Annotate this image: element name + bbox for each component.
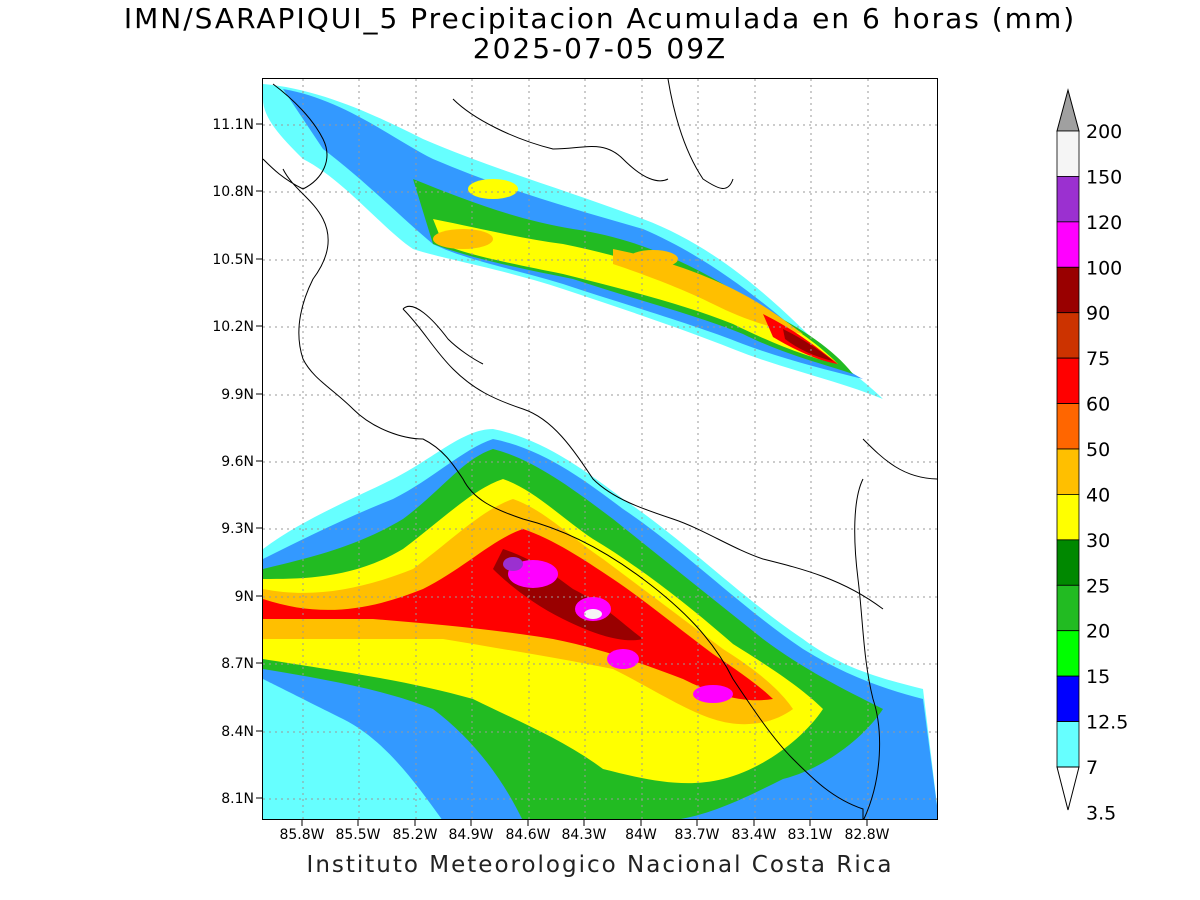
lon-tick-label: 85.2W <box>392 827 437 843</box>
colorbar-bottom-arrow <box>1056 766 1080 811</box>
lat-tick-label: 9.9N <box>221 387 254 403</box>
colorbar-box <box>1056 675 1080 722</box>
precipitation-map <box>263 79 937 819</box>
colorbar-box <box>1056 630 1080 677</box>
lat-tick-label: 9N <box>235 589 254 605</box>
lat-tick-label: 10.5N <box>212 252 254 268</box>
lat-tick-label: 8.1N <box>221 791 254 807</box>
colorbar-box <box>1056 539 1080 586</box>
colorbar-level-label: 120 <box>1086 212 1122 234</box>
colorbar-box <box>1056 448 1080 495</box>
colorbar-box <box>1056 494 1080 541</box>
lat-tick-label: 10.8N <box>212 184 254 200</box>
lon-tick-label: 84.9W <box>448 827 493 843</box>
colorbar-top-arrow <box>1056 88 1080 132</box>
colorbar-level-label: 75 <box>1086 348 1110 370</box>
lon-tick-label: 84.6W <box>505 827 550 843</box>
precip-field-north-band <box>263 84 883 399</box>
lon-tick-label: 84W <box>625 827 657 843</box>
colorbar-level-label: 50 <box>1086 439 1110 461</box>
lon-tick-label: 85.5W <box>335 827 380 843</box>
lon-tick-label: 83.1W <box>787 827 832 843</box>
colorbar-level-label: 25 <box>1086 575 1110 597</box>
colorbar-level-label: 12.5 <box>1086 712 1128 734</box>
lat-tick-label: 8.7N <box>221 656 254 672</box>
colorbar-box <box>1056 312 1080 359</box>
colorbar-box <box>1056 221 1080 268</box>
lat-tick-label: 9.6N <box>221 454 254 470</box>
lon-tick-label: 85.8W <box>279 827 324 843</box>
lon-tick-label: 83.7W <box>674 827 719 843</box>
colorbar-box <box>1056 130 1080 177</box>
precip-field-south-band <box>263 429 937 819</box>
lat-tick-label: 8.4N <box>221 724 254 740</box>
colorbar-box <box>1056 721 1080 768</box>
colorbar-box <box>1056 357 1080 404</box>
lon-tick-label: 82.8W <box>844 827 889 843</box>
colorbar-level-label: 20 <box>1086 621 1110 643</box>
colorbar-box <box>1056 176 1080 223</box>
colorbar-level-label: 7 <box>1086 757 1098 779</box>
lon-tick-label: 83.4W <box>731 827 776 843</box>
lon-tick-label: 84.3W <box>561 827 606 843</box>
colorbar-level-label: 150 <box>1086 166 1122 188</box>
lat-tick-label: 11.1N <box>212 117 254 133</box>
lat-tick-label: 9.3N <box>221 521 254 537</box>
map-panel <box>262 78 938 820</box>
colorbar-level-label: 100 <box>1086 257 1122 279</box>
lat-tick-label: 10.2N <box>212 319 254 335</box>
colorbar-box <box>1056 266 1080 314</box>
colorbar-box <box>1056 584 1080 632</box>
colorbar-level-label: 3.5 <box>1086 802 1116 824</box>
colorbar-level-label: 30 <box>1086 530 1110 552</box>
footer-credit: Instituto Meteorologico Nacional Costa R… <box>306 852 894 878</box>
colorbar-level-label: 40 <box>1086 484 1110 506</box>
colorbar-level-label: 60 <box>1086 394 1110 416</box>
colorbar-box <box>1056 403 1080 450</box>
coastline <box>263 79 937 819</box>
chart-subtitle-date: 2025-07-05 09Z <box>472 32 728 65</box>
colorbar-level-label: 200 <box>1086 121 1122 143</box>
colorbar-level-label: 15 <box>1086 666 1110 688</box>
map-grid <box>263 79 937 819</box>
colorbar-level-label: 90 <box>1086 303 1110 325</box>
chart-title: IMN/SARAPIQUI_5 Precipitacion Acumulada … <box>123 2 1077 35</box>
